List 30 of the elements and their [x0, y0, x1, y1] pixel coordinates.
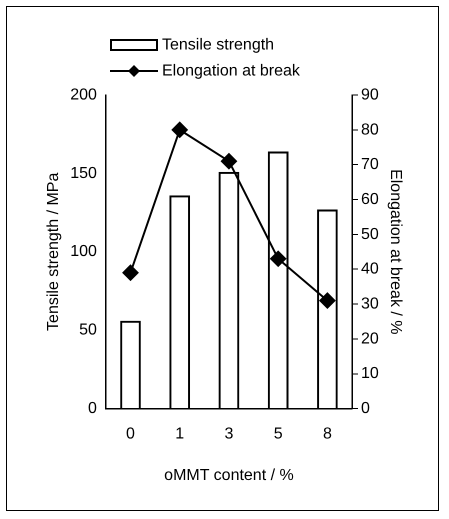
x-tick-label: 8 — [322, 426, 332, 443]
x-tick-label: 3 — [224, 426, 234, 443]
x-axis-title: oMMT content / % — [164, 466, 294, 484]
point — [220, 153, 237, 170]
x-tick-label: 5 — [274, 426, 283, 443]
y-tick-label: 200 — [70, 86, 97, 104]
y2-tick-label: 60 — [361, 190, 379, 208]
y2-tick-label: 30 — [361, 295, 379, 312]
y-tick-label: 100 — [70, 243, 97, 260]
legend-label: Tensile strength — [162, 36, 274, 54]
x-tick-label: 0 — [126, 426, 136, 443]
y-axis-title: Tensile strength / MPa — [45, 172, 62, 331]
y-tick-label: 50 — [79, 322, 97, 339]
y2-tick-label: 70 — [361, 156, 379, 174]
point — [270, 250, 286, 267]
y2-tick-label: 40 — [361, 260, 379, 278]
y2-tick-label: 20 — [361, 330, 379, 348]
y-tick-label: 0 — [88, 400, 97, 418]
y2-tick-label: 10 — [361, 365, 379, 382]
legend-label: Elongation at break — [162, 62, 301, 80]
y-tick-label: 150 — [70, 164, 97, 182]
point — [122, 264, 139, 281]
y2-tick-label: 50 — [361, 226, 379, 243]
y2-tick-label: 80 — [361, 121, 379, 138]
x-tick-label: 1 — [175, 426, 184, 443]
y2-axis-title: Elongation at break / % — [386, 169, 404, 335]
y2-tick-label: 0 — [361, 400, 370, 418]
y2-tick-label: 90 — [361, 86, 379, 104]
point — [172, 122, 188, 138]
point — [319, 292, 336, 309]
